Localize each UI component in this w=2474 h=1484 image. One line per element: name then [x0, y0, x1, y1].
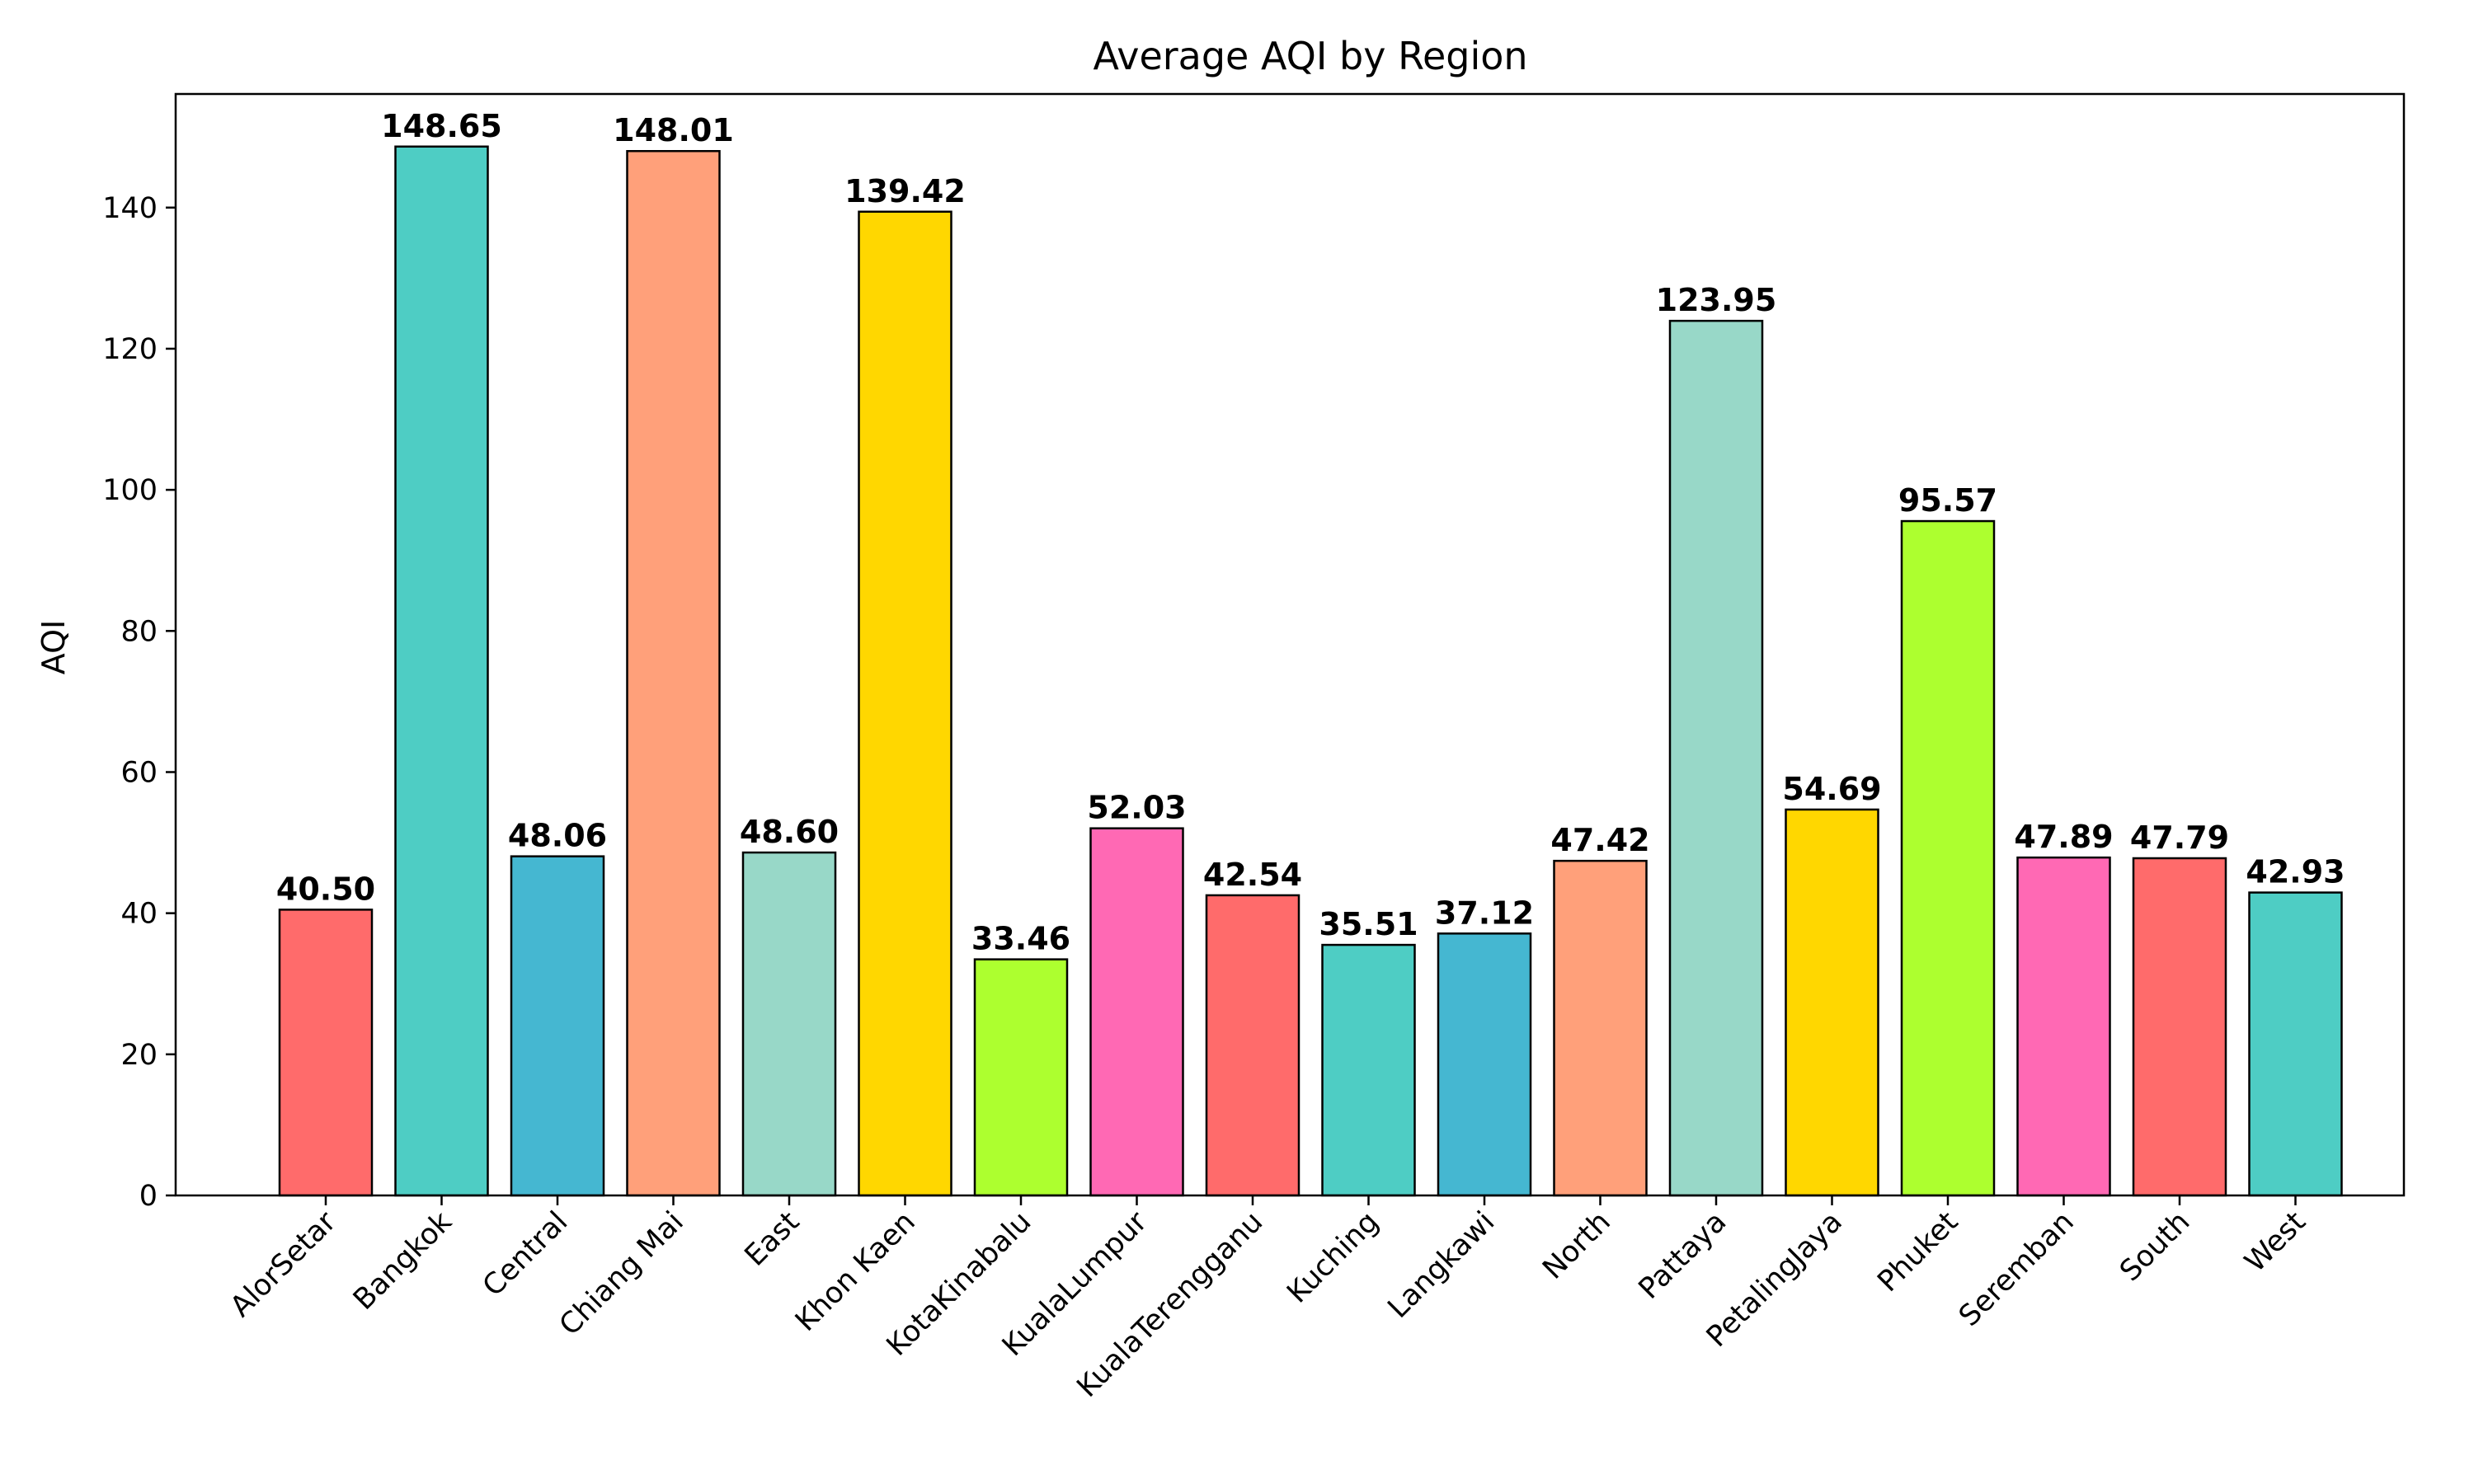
- x-tick-label: Chiang Mai: [553, 1205, 690, 1342]
- bar: [626, 149, 721, 1197]
- bar-value-label: 47.79: [2130, 819, 2229, 856]
- x-tick-label: Phuket: [1871, 1205, 1964, 1298]
- bar-value-label: 35.51: [1319, 906, 1418, 942]
- bar-value-label: 42.93: [2246, 854, 2345, 890]
- x-tick-label: Central: [477, 1205, 574, 1303]
- y-tick-label: 20: [120, 1039, 158, 1072]
- plot-frame: [174, 92, 2406, 1197]
- bar: [510, 855, 605, 1197]
- bar-value-label: 47.42: [1550, 822, 1649, 858]
- y-tick-label: 100: [102, 474, 158, 507]
- bar-value-label: 48.06: [508, 818, 607, 854]
- bar-value-label: 48.60: [740, 814, 839, 850]
- bar: [2016, 856, 2111, 1197]
- bar: [1785, 808, 1879, 1197]
- bar: [1900, 519, 1996, 1197]
- y-axis-label: AQI: [35, 620, 72, 674]
- bar: [2132, 857, 2227, 1197]
- bar: [1205, 894, 1300, 1197]
- bar: [1553, 859, 1648, 1197]
- bar: [278, 909, 374, 1197]
- bars-group: [278, 145, 2343, 1197]
- x-tick-label: Langkawi: [1382, 1205, 1502, 1325]
- x-tick-label: Pattaya: [1633, 1205, 1733, 1306]
- bar-value-label: 42.54: [1203, 857, 1302, 893]
- y-tick-label: 40: [120, 898, 158, 931]
- bar: [394, 145, 489, 1197]
- y-axis-ticks: 0 20 40 60 80 100 120 140: [102, 192, 176, 1213]
- bar-value-label: 148.01: [613, 112, 734, 148]
- bar: [1089, 827, 1184, 1197]
- x-tick-label: Bangkok: [347, 1205, 459, 1317]
- bar: [741, 851, 837, 1197]
- x-tick-label: Kuching: [1281, 1205, 1385, 1310]
- chart-title: Average AQI by Region: [1093, 34, 1527, 78]
- x-tick-label: South: [2114, 1205, 2196, 1288]
- bar-value-label: 40.50: [276, 871, 375, 907]
- bar-value-label: 37.12: [1435, 895, 1534, 931]
- bar: [858, 210, 952, 1197]
- y-tick-label: 80: [120, 615, 158, 648]
- bar-value-label: 139.42: [844, 173, 966, 209]
- x-tick-label: East: [739, 1205, 807, 1273]
- bar: [1321, 943, 1416, 1197]
- bar-value-label: 148.65: [381, 108, 502, 144]
- value-labels-group: 40.50 148.65 48.06 148.01 48.60 139.42 33.46 52…: [276, 108, 2345, 957]
- y-tick-label: 140: [102, 192, 158, 225]
- y-tick-label: 0: [139, 1180, 158, 1213]
- bar: [1437, 932, 1532, 1197]
- bar-value-label: 52.03: [1087, 790, 1186, 826]
- x-tick-label: North: [1536, 1205, 1617, 1286]
- bar-value-label: 54.69: [1782, 771, 1881, 807]
- x-tick-label: West: [2239, 1205, 2312, 1279]
- bar-value-label: 95.57: [1898, 482, 1997, 519]
- x-tick-label: AlorSetar: [224, 1205, 343, 1324]
- bar: [2248, 891, 2343, 1197]
- bar-value-label: 123.95: [1656, 282, 1777, 318]
- bar: [1668, 319, 1764, 1197]
- y-tick-label: 60: [120, 756, 158, 789]
- bar-value-label: 47.89: [2014, 819, 2113, 855]
- bar-value-label: 33.46: [971, 921, 1070, 957]
- y-tick-label: 120: [102, 333, 158, 366]
- x-tick-label: Seremban: [1953, 1205, 2081, 1333]
- bar: [973, 958, 1069, 1197]
